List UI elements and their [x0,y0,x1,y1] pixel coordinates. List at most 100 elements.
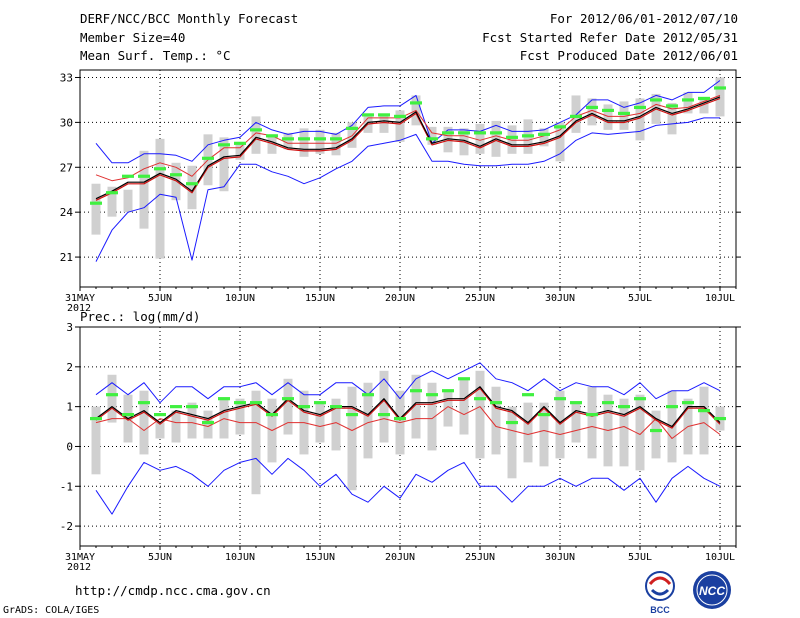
forecast-marker [298,137,310,141]
forecast-marker [650,98,662,102]
spread-box [603,104,613,130]
spread-box [443,126,453,153]
spread-box [283,378,293,435]
spread-box [651,410,661,459]
forecast-marker [602,108,614,113]
chart-title: DERF/NCC/BCC Monthly Forecast [80,11,299,26]
spread-box [315,129,325,154]
spread-box [379,113,389,133]
spread-box [699,98,709,114]
spread-box [587,386,597,459]
x-tick-label: 5JUL [628,552,652,563]
forecast-marker [426,393,438,397]
spread-box [107,374,117,423]
forecast-marker [138,174,150,178]
x-tick-label: 31MAY [65,552,95,563]
forecast-marker [682,401,694,405]
x-tick-label: 15JUN [305,552,335,563]
forecast-marker [650,428,662,433]
spread-box [219,137,229,192]
spread-box [507,406,517,479]
forecast-marker [570,114,582,118]
forecast-period: For 2012/06/01-2012/07/10 [549,11,738,26]
forecast-marker [714,86,726,90]
x-tick-label: 30JUN [545,293,575,304]
forecast-marker [106,191,118,195]
spread-box [267,134,277,154]
temperature-panel: 21 24 27 30 33 31MAY 5JUN 10JUN 15JUN 20JUN 25JUN 3… [60,69,741,314]
forecast-marker [138,401,150,405]
forecast-marker [362,113,374,117]
forecast-marker [698,409,710,413]
forecast-marker [506,135,518,139]
spread-box [91,406,101,475]
forecast-marker [90,201,102,205]
forecast-marker [186,405,198,409]
forecast-marker [618,111,630,115]
fcst-produced-date: Fcst Produced Date 2012/06/01 [519,48,738,63]
spread-box [331,398,341,451]
series-mean-line [95,96,721,200]
ncc-logo-icon: NCC [693,571,731,609]
forecast-marker [490,401,502,405]
forecast-marker [378,413,390,417]
spread-box [475,370,485,459]
spread-box [491,386,501,455]
spread-box [171,410,181,443]
y-tick-label: 1 [66,401,73,414]
spread-box [395,110,405,142]
forecast-marker [234,141,246,145]
spread-box [475,123,485,154]
bcc-logo-icon: BCC [645,571,675,615]
spread-box [427,126,437,145]
spread-box [187,402,197,439]
x-tick-label: 15JUN [305,293,335,304]
forecast-marker [154,413,166,417]
spread-box [155,422,165,439]
spread-box [571,95,581,133]
forecast-marker [618,405,630,409]
spread-box [251,390,261,495]
forecast-marker [506,420,518,425]
forecast-marker [666,104,678,108]
spread-box [251,116,261,154]
spread-box [699,386,709,455]
spread-box [443,390,453,427]
forecast-marker [218,143,230,147]
logos: BCC NCC [645,571,731,615]
forecast-marker [554,125,566,129]
forecast-marker [250,128,262,132]
spread-box [283,132,293,150]
x-tick-label: 10JUL [705,552,735,563]
spread-box [139,150,149,229]
forecast-marker [218,397,230,401]
spread-box [619,398,629,467]
series-max-line [95,362,721,404]
spread-box [635,98,645,141]
forecast-marker [330,137,342,141]
series-max-line [95,80,721,164]
footer-url[interactable]: http://cmdp.ncc.cma.gov.cn [75,583,271,598]
x-tick-label: 25JUN [465,293,495,304]
forecast-marker [586,105,598,110]
spread-box [507,125,517,154]
series-min-line [95,457,721,515]
spread-box [635,394,645,471]
spread-box [347,386,357,491]
forecast-marker [410,389,422,393]
forecast-marker [666,405,678,409]
forecast-marker [586,413,598,417]
forecast-marker [346,126,358,130]
forecast-marker [266,413,278,417]
spread-box [139,390,149,455]
forecast-marker [634,105,646,110]
x-tick-label: 5JUN [148,293,172,304]
y-tick-label: 27 [60,161,73,174]
forecast-marker [394,114,406,118]
forecast-marker [250,401,262,405]
plot-frame [79,326,737,547]
x-tick-label: 10JUN [225,552,255,563]
x-year-label: 2012 [67,562,91,573]
variable-label: Mean Surf. Temp.: °C [80,48,231,63]
forecast-marker [362,393,374,397]
